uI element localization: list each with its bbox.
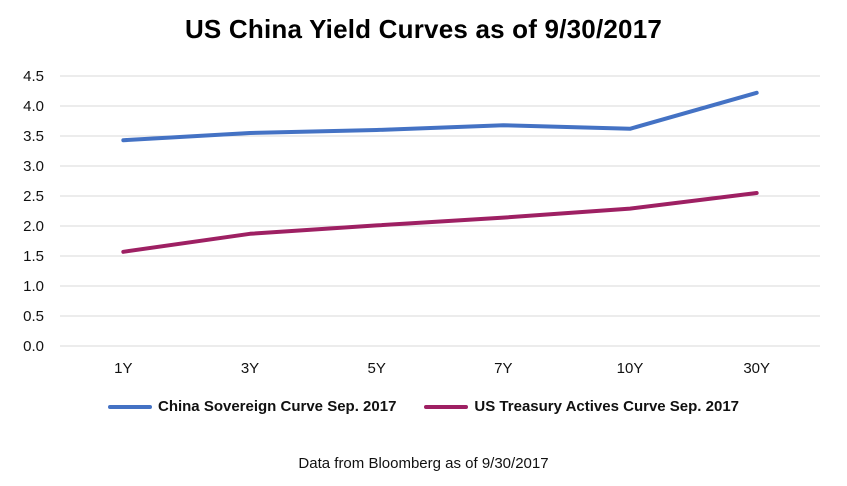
y-axis-ticks: 0.0 0.5 1.0 1.5 2.0 2.5 3.0 3.5 4.0 4.5 [23,68,44,355]
y-tick-label: 2.0 [23,218,44,235]
y-tick-label: 0.5 [23,308,44,325]
y-tick-label: 3.5 [23,128,44,145]
legend-swatch-china [107,404,152,409]
y-tick-label: 3.0 [23,158,44,175]
legend-label-us: US Treasury Actives Curve Sep. 2017 [474,398,740,415]
series-line-china [121,90,759,143]
y-tick-label: 4.0 [23,98,44,115]
x-tick-label: 5Y [367,360,385,377]
legend-item-us: US Treasury Actives Curve Sep. 2017 [424,398,739,415]
legend: China Sovereign Curve Sep. 2017 US Treas… [0,398,847,415]
y-tick-label: 1.5 [23,248,44,265]
footnote: Data from Bloomberg as of 9/30/2017 [298,455,549,472]
y-tick-label: 2.5 [23,188,44,205]
y-tick-label: 0.0 [23,338,44,355]
x-tick-label: 7Y [494,360,512,377]
x-tick-label: 3Y [241,360,259,377]
legend-label-china: China Sovereign Curve Sep. 2017 [157,398,397,415]
x-axis-ticks: 1Y 3Y 5Y 7Y 10Y 30Y [114,360,770,377]
series-lines [121,90,759,254]
chart-title: US China Yield Curves as of 9/30/2017 [184,14,663,44]
legend-swatch-us [424,404,469,409]
series-line-us [121,191,759,254]
grid-lines [60,75,820,347]
x-tick-label: 30Y [743,360,770,377]
y-tick-label: 4.5 [23,68,44,85]
legend-item-china: China Sovereign Curve Sep. 2017 [107,398,397,415]
x-tick-label: 10Y [617,360,644,377]
y-tick-label: 1.0 [23,278,44,295]
x-tick-label: 1Y [114,360,132,377]
